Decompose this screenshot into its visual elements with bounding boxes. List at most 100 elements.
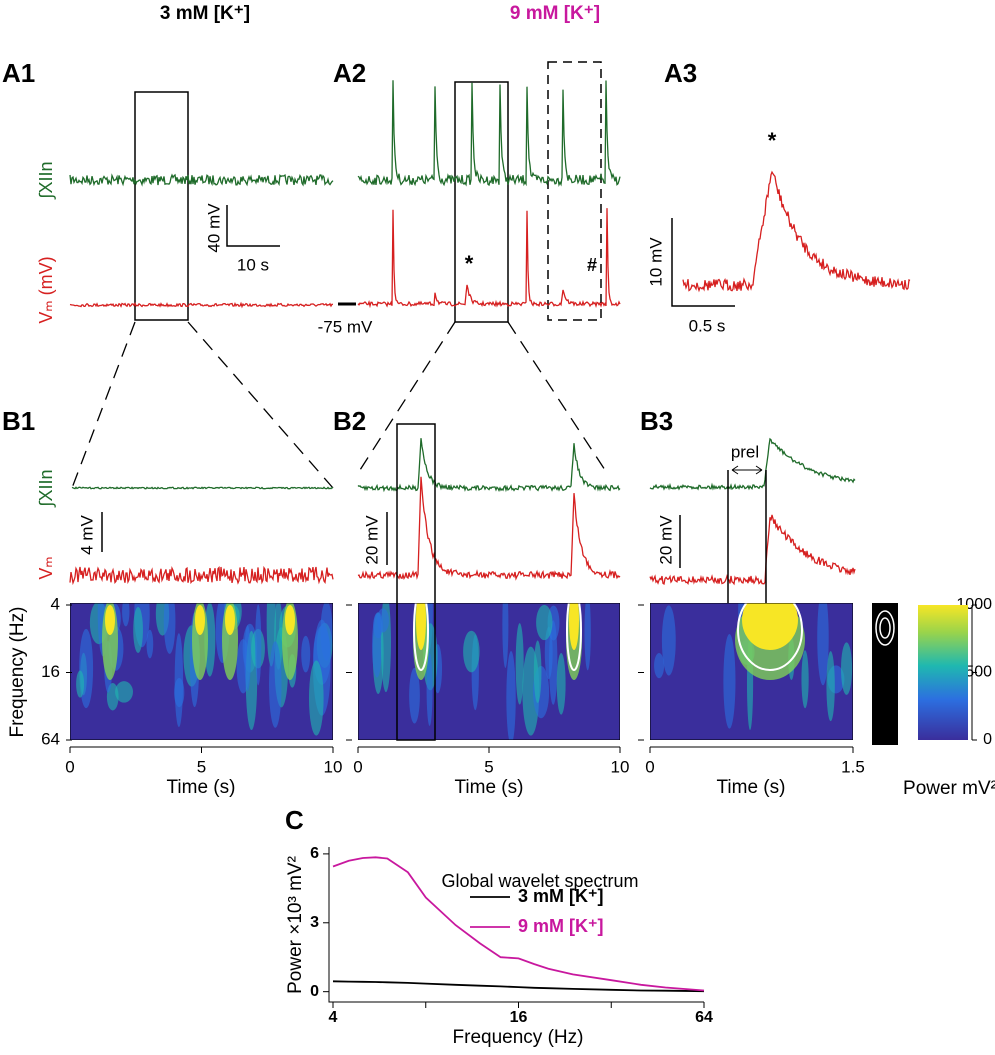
trace xyxy=(357,438,621,493)
y-tick-label: 4 xyxy=(51,594,60,613)
panel-label: B3 xyxy=(640,406,673,436)
x-tick-label: 64 xyxy=(695,1009,713,1026)
y-tick-label: 3 xyxy=(310,914,319,931)
prel-lines xyxy=(727,470,767,603)
spectrogram-blob xyxy=(654,653,665,679)
x-tick-label: 10 xyxy=(611,757,630,776)
chart-title: Global wavelet spectrum xyxy=(441,871,638,891)
spectrogram-blob xyxy=(105,605,115,635)
spectrogram-blob xyxy=(817,603,829,686)
legend-label: 9 mM [K⁺] xyxy=(518,916,604,936)
spectrogram-blob xyxy=(146,629,154,659)
spectrogram-blob xyxy=(502,603,509,668)
spectrogram-blob xyxy=(133,606,143,653)
prel-arrow xyxy=(731,465,763,475)
traces xyxy=(69,80,911,586)
contour xyxy=(737,603,803,671)
legend-label: 3 mM [K⁺] xyxy=(518,886,604,906)
prel-label: prel xyxy=(731,442,759,461)
x-tick-label: 5 xyxy=(197,757,206,776)
x-tick-label: 16 xyxy=(510,1009,528,1026)
spectrogram-blob xyxy=(255,604,262,686)
y-tick-label: 64 xyxy=(41,729,60,748)
spectrogram-blob xyxy=(548,620,558,705)
spectrogram-blob xyxy=(533,640,542,703)
trace xyxy=(71,486,333,490)
marker: * xyxy=(465,251,474,276)
colorbar-tick-label: 500 xyxy=(965,664,992,681)
spectrogram-blob xyxy=(373,612,384,639)
trace xyxy=(69,173,334,187)
spectrogram-blob xyxy=(742,603,798,650)
vm-label: Vₘ xyxy=(36,556,56,579)
trace xyxy=(682,170,911,293)
y-tick-label: 0 xyxy=(310,983,319,1000)
axis-title: Frequency (Hz) xyxy=(7,607,28,738)
x-tick-label: 0 xyxy=(645,757,654,776)
spectrogram-blob xyxy=(308,660,324,736)
panel-label: B2 xyxy=(333,406,366,436)
spectrogram-blob xyxy=(416,603,426,650)
trace xyxy=(357,208,621,309)
axes xyxy=(328,847,704,1003)
spectrogram-blob xyxy=(285,605,295,635)
scale-label: 4 mV xyxy=(77,515,96,555)
contour xyxy=(413,603,429,671)
zoom-lines xyxy=(71,321,606,489)
spectrogram-blob xyxy=(515,623,524,705)
scale-label: 20 mV xyxy=(656,515,675,565)
trace xyxy=(649,514,856,586)
zoom-box xyxy=(396,423,436,741)
x-axis-title: Frequency (Hz) xyxy=(453,1027,584,1048)
colorbar-tick-label: 0 xyxy=(983,731,992,748)
x-tick-label: 0 xyxy=(65,757,74,776)
spectrogram xyxy=(650,603,853,740)
trace xyxy=(357,476,621,581)
trace xyxy=(357,80,621,187)
spectrogram-blob xyxy=(163,603,176,654)
marker: # xyxy=(587,255,597,275)
axis-title: Time (s) xyxy=(167,777,236,798)
x-tick-label: 1.5 xyxy=(841,757,865,776)
spectrogram xyxy=(70,603,333,740)
trace xyxy=(69,301,334,309)
scale-bar xyxy=(226,205,280,247)
spectrogram-blob xyxy=(301,635,311,673)
axis-title: Time (s) xyxy=(717,777,786,798)
spectrogram-blob xyxy=(556,652,566,715)
spectrogram-blob xyxy=(426,653,433,726)
spectrogram-blob xyxy=(826,651,835,722)
zoom-box xyxy=(134,91,189,321)
nerve-label: ∫XIIn xyxy=(36,470,56,509)
spectrogram-blob xyxy=(661,605,676,676)
scale-label: 20 mV xyxy=(362,515,381,565)
spectrogram-blob xyxy=(536,604,553,641)
vm-label: Vₘ (mV) xyxy=(36,256,56,323)
spectrogram-blob xyxy=(174,677,185,708)
series-line xyxy=(332,856,705,992)
x-tick-label: 10 xyxy=(324,757,343,776)
zoom-box xyxy=(454,81,509,323)
zoom-box xyxy=(547,61,602,321)
marker: * xyxy=(768,128,777,153)
contour-key xyxy=(879,617,891,639)
y-tick-label: 6 xyxy=(310,845,319,862)
y-axis-title: Power ×10³ mV² xyxy=(285,856,306,994)
y-tick-label: 16 xyxy=(41,662,60,681)
panel-label: B1 xyxy=(2,406,35,436)
colorbar-label: Power mV² xyxy=(903,778,995,799)
scale-label: 0.5 s xyxy=(689,316,726,335)
chart-c: Global wavelet spectrum Frequency (Hz) Pow… xyxy=(285,845,713,1048)
baseline-label: -75 mV xyxy=(318,317,373,336)
spectrogram-blob xyxy=(801,650,809,709)
scale-label: 10 mV xyxy=(646,237,665,287)
spectrogram-blob xyxy=(268,641,282,728)
spectrogram-blob xyxy=(840,642,853,695)
panel-label: A2 xyxy=(333,58,366,88)
x-tick-label: 4 xyxy=(329,1009,338,1026)
condition-low: 3 mM [K⁺] xyxy=(160,3,250,24)
spectrogram-blob xyxy=(76,670,85,698)
spectrogram-blob xyxy=(569,603,579,650)
